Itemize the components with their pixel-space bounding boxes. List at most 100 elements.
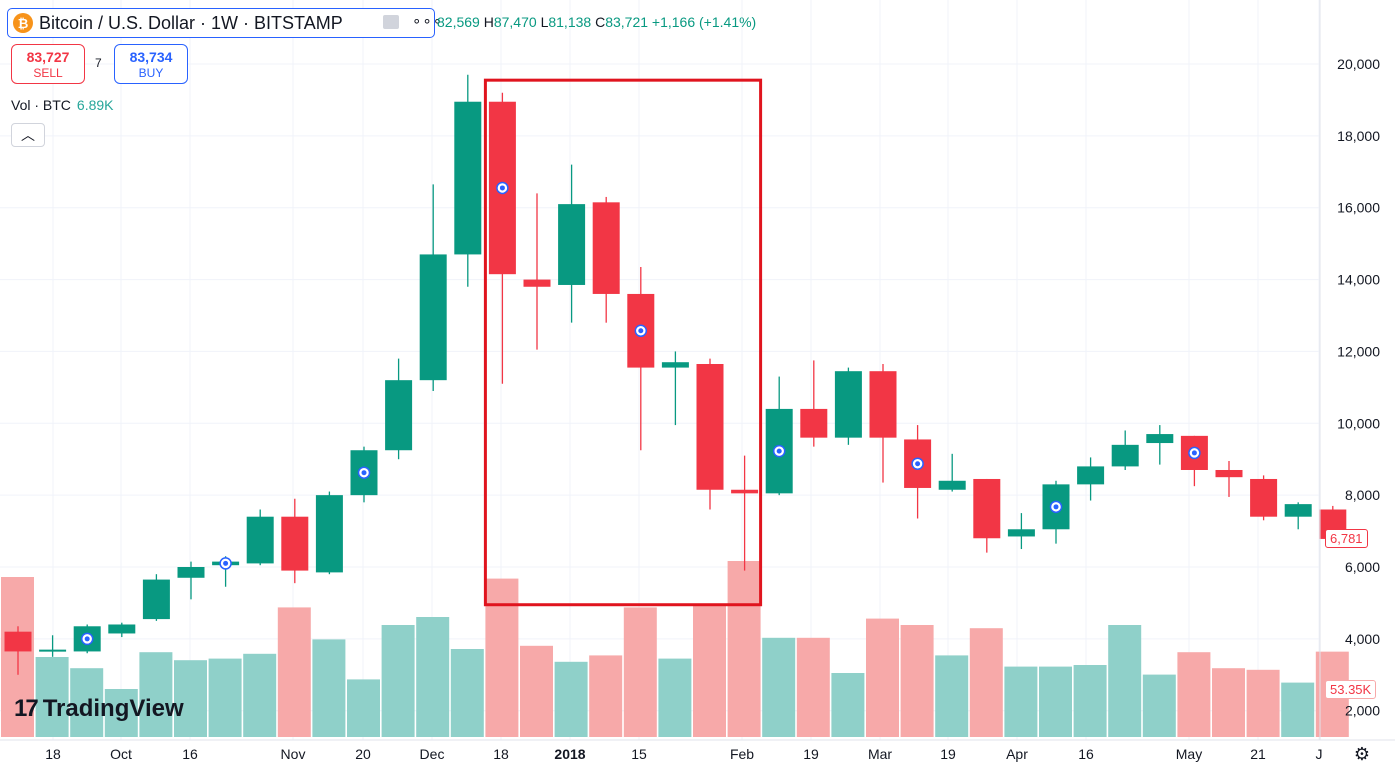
- time-tick-label: Apr: [1006, 746, 1028, 762]
- chevron-up-icon: ︿: [21, 127, 35, 143]
- event-marker-dot: [84, 636, 90, 642]
- time-axis[interactable]: 18 Oct 16 Nov 20 Dec 18 2018 15 Feb 19 Mar 19 Apr 16 Ma…: [45, 746, 1322, 762]
- volume-bar: [1142, 674, 1176, 737]
- volume-value: 6.89K: [76, 97, 114, 113]
- ohlc-change: +1,166 (+1.41%): [651, 14, 757, 30]
- candle-body[interactable]: [385, 380, 413, 451]
- candle-body[interactable]: [1077, 466, 1105, 485]
- symbol-title: Bitcoin / U.S. Dollar · 1W · BITSTAMP: [39, 12, 343, 33]
- candle-body[interactable]: [454, 101, 482, 255]
- buy-label: BUY: [138, 66, 164, 80]
- volume-bar: [104, 689, 138, 737]
- volume-bar: [762, 637, 796, 737]
- time-tick-label: Dec: [420, 746, 445, 762]
- volume-bar: [831, 673, 865, 737]
- volume-bar: [1108, 625, 1142, 737]
- volume-bar: [1039, 666, 1072, 737]
- volume-legend[interactable]: Vol · BTC 6.89K: [11, 97, 114, 113]
- candle-body[interactable]: [696, 364, 724, 490]
- event-marker-dot: [638, 328, 644, 334]
- ohlc-open: 82,569: [437, 14, 480, 30]
- candle-body[interactable]: [973, 478, 1001, 539]
- volume-bar: [623, 607, 657, 737]
- candle-body[interactable]: [177, 567, 205, 578]
- candle-body[interactable]: [938, 480, 966, 490]
- candle-body[interactable]: [592, 202, 620, 294]
- price-tick-label: 18,000: [1337, 128, 1380, 144]
- candle-body[interactable]: [419, 254, 447, 381]
- volume-bar: [312, 639, 346, 737]
- candle-body[interactable]: [1284, 504, 1312, 517]
- volume-bar: [796, 637, 830, 737]
- candle-body[interactable]: [246, 516, 274, 564]
- time-tick-label: Feb: [730, 746, 754, 762]
- time-tick-label: 18: [45, 746, 61, 762]
- candle-body[interactable]: [1250, 478, 1278, 517]
- event-markers[interactable]: [80, 181, 1201, 646]
- price-tick-label: 2,000: [1345, 703, 1380, 719]
- price-axis[interactable]: 20,000 18,000 16,000 14,000 12,000 10,000 8,00…: [1337, 56, 1380, 719]
- volume-bar: [416, 617, 450, 737]
- buy-price: 83,734: [129, 49, 173, 65]
- candle-body[interactable]: [869, 371, 897, 438]
- volume-bar: [520, 645, 553, 737]
- tradingview-logo[interactable]: 17 TradingView: [14, 695, 184, 723]
- ohlc-high: 87,470: [493, 14, 537, 30]
- candle-body[interactable]: [315, 495, 343, 573]
- volume-bar: [1073, 665, 1107, 737]
- volume-bar: [174, 660, 207, 737]
- volume-bar: [485, 578, 519, 737]
- candle-body[interactable]: [142, 579, 170, 620]
- price-tick-label: 20,000: [1337, 56, 1380, 72]
- volume-bar: [347, 679, 380, 737]
- candle-body[interactable]: [523, 279, 551, 287]
- event-marker-dot: [1053, 504, 1059, 510]
- volume-bar: [900, 625, 934, 737]
- candle-body[interactable]: [108, 624, 136, 634]
- volume-bar: [1177, 652, 1211, 737]
- symbol-title-box[interactable]: ₿ Bitcoin / U.S. Dollar · 1W · BITSTAMP …: [7, 8, 442, 38]
- candle-body[interactable]: [1111, 444, 1139, 467]
- volume-bar: [381, 625, 415, 737]
- price-tick-label: 8,000: [1345, 487, 1380, 503]
- candle-body[interactable]: [661, 362, 689, 368]
- candle-body[interactable]: [281, 516, 309, 571]
- candle-body[interactable]: [1146, 434, 1174, 444]
- ohlc-high-label: H: [483, 14, 494, 30]
- candle-body[interactable]: [1215, 469, 1243, 478]
- volume-bar: [1212, 668, 1245, 737]
- time-tick-label: 18: [493, 746, 509, 762]
- price-tick-label: 12,000: [1337, 343, 1380, 359]
- candle-body[interactable]: [834, 371, 862, 438]
- event-marker-dot: [776, 448, 782, 454]
- volume-bar: [243, 653, 277, 737]
- volume-bar: [554, 661, 588, 737]
- buy-button[interactable]: 83,734 BUY: [114, 44, 188, 84]
- collapse-legend-button[interactable]: ︿: [11, 123, 45, 147]
- ohlc-low-label: L: [540, 14, 549, 30]
- candle-body[interactable]: [800, 408, 828, 438]
- event-marker-dot: [915, 461, 921, 467]
- event-marker-dot: [499, 185, 505, 191]
- sell-label: SELL: [33, 66, 63, 80]
- last-price-tag: 6,781: [1325, 529, 1368, 548]
- ohlc-low: 81,138: [548, 14, 592, 30]
- time-tick-label: 20: [355, 746, 371, 762]
- more-options-icon[interactable]: ∘∘∘: [412, 13, 444, 30]
- bitcoin-icon: ₿: [13, 13, 33, 33]
- sell-button[interactable]: 83,727 SELL: [11, 44, 85, 84]
- event-marker-dot: [223, 560, 229, 566]
- candle-body[interactable]: [1007, 529, 1035, 537]
- compare-icon[interactable]: [383, 15, 399, 29]
- volume-bar: [35, 657, 69, 737]
- highlight-box: [483, 78, 763, 607]
- settings-icon[interactable]: ⚙: [1353, 744, 1371, 764]
- candle-body[interactable]: [39, 649, 67, 652]
- candle-body[interactable]: [558, 204, 586, 285]
- candle-body[interactable]: [4, 631, 32, 652]
- tradingview-logo-mark: 17: [14, 695, 39, 722]
- candle-body[interactable]: [731, 489, 759, 494]
- candles[interactable]: [4, 74, 1347, 675]
- volume-bar: [139, 652, 173, 737]
